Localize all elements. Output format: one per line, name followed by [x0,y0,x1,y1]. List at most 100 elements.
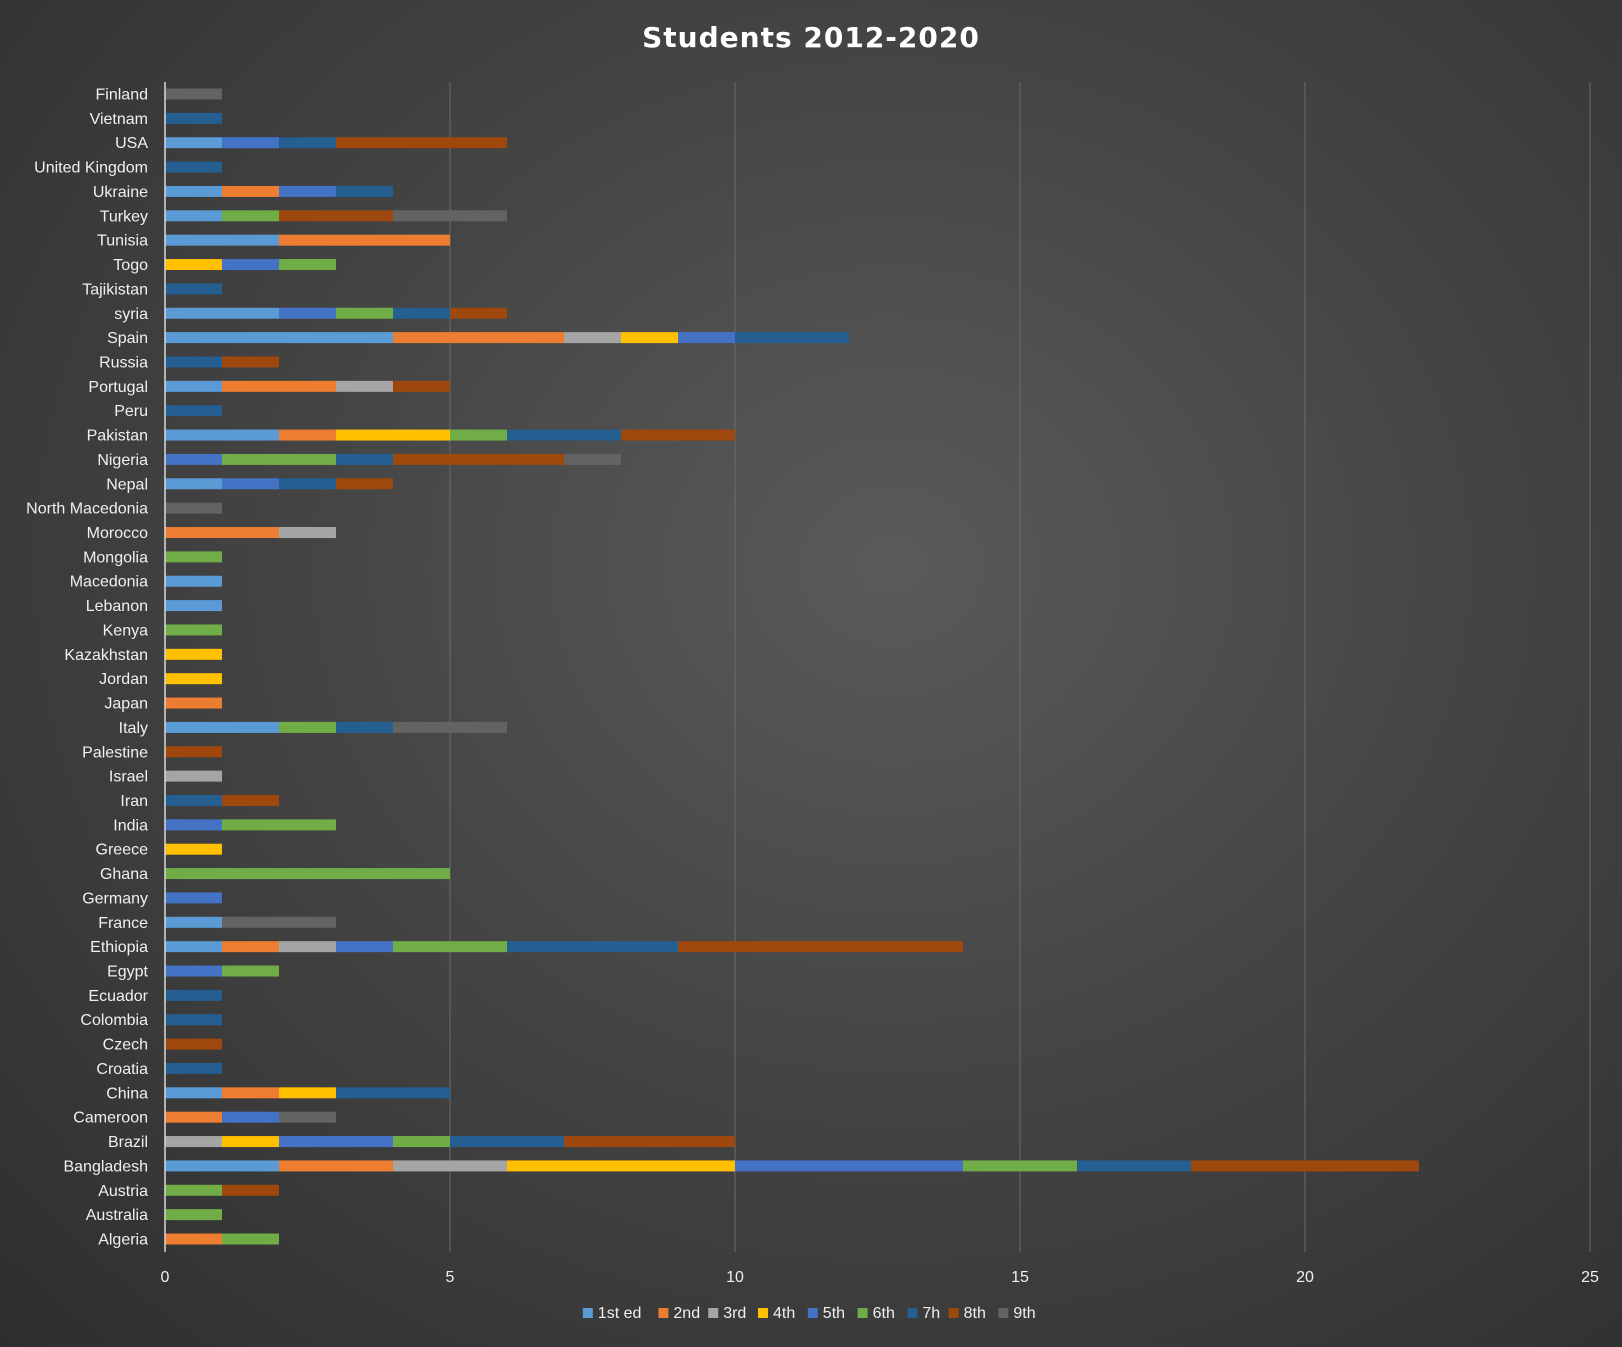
category-label: United Kingdom [34,160,148,177]
bar-segment [165,843,222,855]
category-label: China [106,1085,148,1102]
bar-segment [165,478,222,490]
bar-segment [165,941,222,953]
category-label: Vietnam [90,111,148,128]
bar-segment [507,429,621,441]
bar-segment [165,794,222,806]
category-label: Lebanon [86,598,148,615]
category-label: Iran [120,793,148,810]
category-label: Russia [99,354,148,371]
bar-segment [393,941,507,953]
legend-label: 9th [1013,1305,1035,1322]
bar-segment [393,1136,450,1148]
legend-label: 1st ed [598,1305,642,1322]
bar-segment [222,453,336,465]
bar-segment [222,185,279,197]
category-label: Nepal [106,476,148,493]
legend-swatch [582,1308,593,1318]
bar-segment [678,332,735,344]
bar-segment [165,502,222,514]
legend-swatch [857,1308,868,1318]
x-tick-label: 5 [446,1269,455,1286]
bar-segment [165,380,222,392]
bar-segment [165,1038,222,1050]
legend-label: 2nd [673,1305,700,1322]
bar-segment [222,380,336,392]
category-label: Peru [114,403,148,420]
category-axis-labels: Algeria Australia Austria Bangladesh Brazil C… [26,87,149,1249]
bar-segment [222,1184,279,1196]
bar-segment [165,332,393,344]
legend-swatch [998,1308,1009,1318]
bar-segment [393,453,564,465]
category-label: Algeria [98,1232,148,1249]
bar-segment [165,1014,222,1026]
bar-segment [279,1160,393,1172]
legend-label: 4th [773,1305,795,1322]
category-label: Tajikistan [82,281,148,298]
bar-segment [165,112,222,124]
bar-segment [336,1087,450,1099]
bar-segment [279,1111,336,1123]
bar-segment [165,161,222,173]
bar-segment [678,941,963,953]
bar-segment [165,916,222,928]
bar-segment [165,527,279,539]
bar-segment [165,1062,222,1074]
bar-segment [165,989,222,1001]
bar-segment [336,137,507,149]
bar-segment [735,1160,963,1172]
category-label: Kazakhstan [64,647,148,664]
category-label: Croatia [96,1061,148,1078]
bar-segment [564,453,621,465]
x-tick-label: 15 [1011,1269,1029,1286]
bar-segment [279,527,336,539]
category-label: Macedonia [70,574,148,591]
bar-segment [279,137,336,149]
category-label: Japan [104,696,148,713]
legend-swatch [708,1308,719,1318]
bar-segment [564,332,621,344]
bar-segment [507,941,678,953]
category-label: Finland [96,87,148,104]
legend-swatch [948,1308,959,1318]
bar-segment [165,1087,222,1099]
bar-segment [222,259,279,271]
legend-label: 5th [823,1305,845,1322]
bar-segment [279,941,336,953]
bar-segment [165,234,279,246]
bar-segment [336,721,393,733]
category-label: Ethiopia [90,939,148,956]
bar-segment [279,1136,393,1148]
category-label: Ukraine [93,184,148,201]
category-label: Kenya [103,622,148,639]
bar-segment [165,624,222,636]
category-label: Nigeria [97,452,148,469]
category-label: Portugal [88,379,148,396]
legend-swatch [658,1308,669,1318]
category-label: Greece [96,842,149,859]
bar-segment [165,1233,222,1245]
bar-segment [165,575,222,587]
bar-segment [165,283,222,295]
bar-segment [165,1111,222,1123]
bar-segment [222,1087,279,1099]
bar-segment [279,210,393,222]
bar-segment [165,259,222,271]
legend-label: 8th [964,1305,986,1322]
bar-segment [222,137,279,149]
bar-segment [222,210,279,222]
chart-title: Students 2012-2020 [642,21,980,54]
bar-segment [336,478,393,490]
category-label: Mongolia [83,549,148,566]
bar-segment [621,429,735,441]
bar-segment [450,429,507,441]
category-label: syria [114,306,148,323]
gridlines [449,82,1591,1252]
category-label: Czech [103,1037,148,1054]
category-label: Germany [82,890,148,907]
bar-segment [222,794,279,806]
x-tick-label: 0 [161,1269,170,1286]
bar-segment [165,307,279,319]
